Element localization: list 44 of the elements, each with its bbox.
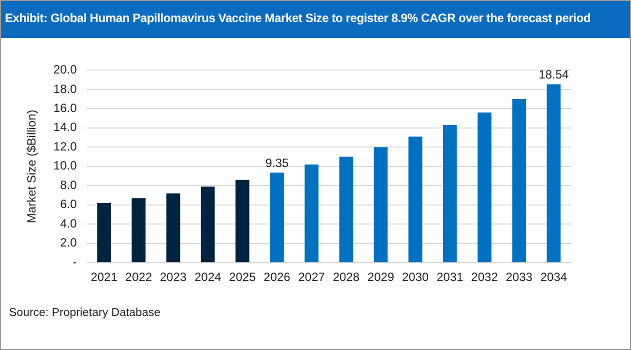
x-tick-label: 2030 (402, 270, 430, 284)
y-tick-label: - (72, 254, 77, 269)
y-tick-label: 2.0 (60, 236, 78, 250)
y-tick-label: 8.0 (60, 178, 78, 192)
bar (443, 125, 457, 262)
data-label: 18.54 (538, 68, 570, 82)
y-tick-label: 12.0 (53, 139, 78, 154)
bar (166, 193, 180, 262)
y-tick-label: 16.0 (53, 100, 78, 115)
bar (512, 99, 526, 262)
x-tick-label: 2024 (194, 270, 222, 284)
x-tick-label: 2029 (367, 270, 394, 284)
x-tick-label: 2033 (506, 270, 533, 284)
y-tick-label: 14.0 (53, 120, 78, 134)
bar (408, 136, 422, 262)
source-note: Source: Proprietary Database (9, 307, 160, 319)
bar (97, 202, 111, 262)
y-tick-label: 4.0 (60, 216, 78, 230)
x-tick-label: 2028 (332, 270, 360, 284)
x-tick-label: 2027 (298, 270, 326, 284)
bar (132, 198, 146, 262)
y-axis-title: Market Size ($Billion) (24, 110, 39, 224)
bar (546, 84, 561, 262)
chart-title: Exhibit: Global Human Papillomavirus Vaccine Market Size to register 8.9% CAGR over the forecast period (1, 1, 630, 38)
bar (200, 186, 215, 262)
bar (339, 156, 354, 262)
bar (478, 112, 492, 262)
bar (304, 164, 318, 262)
bar (235, 180, 250, 262)
x-tick-label: 2032 (471, 270, 498, 284)
x-tick-label: 2034 (540, 270, 568, 284)
x-tick-label: 2023 (160, 270, 187, 284)
bar (270, 172, 284, 262)
x-tick-label: 2031 (436, 270, 464, 284)
x-tick-label: 2026 (264, 270, 291, 284)
y-tick-label: 6.0 (60, 197, 78, 212)
x-tick-label: 2025 (229, 270, 256, 284)
x-tick-label: 2021 (90, 270, 118, 284)
y-tick-label: 10.0 (53, 158, 78, 173)
data-label: 9.35 (265, 156, 289, 170)
y-tick-label: 18.0 (53, 82, 78, 96)
y-tick-label: 20.0 (53, 62, 78, 77)
x-tick-label: 2022 (125, 270, 152, 284)
bar (374, 147, 388, 262)
